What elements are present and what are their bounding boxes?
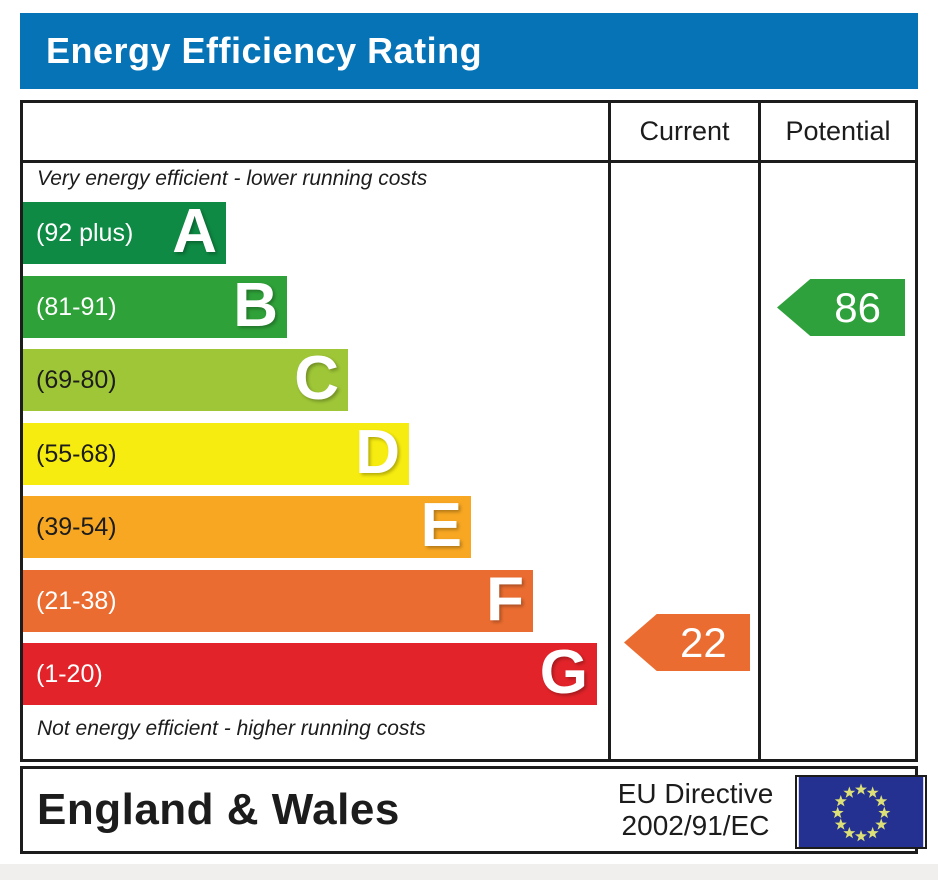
band-g-letter: G [539, 638, 588, 707]
eu-flag-icon [795, 775, 927, 849]
band-e-range: (39-54) [36, 512, 117, 541]
current-column-divider [608, 103, 611, 759]
band-b: (81-91) B [23, 271, 287, 340]
potential-rating-arrow: 86 [777, 279, 905, 336]
band-c-range: (69-80) [36, 365, 117, 394]
potential-column-header: Potential [785, 116, 891, 146]
band-c-letter: C [294, 344, 339, 413]
band-a-letter: A [172, 197, 217, 266]
band-a: (92 plus) A [23, 197, 226, 266]
band-b-range: (81-91) [36, 292, 117, 321]
page-title: Energy Efficiency Rating [46, 30, 483, 71]
eu-directive-line1: EU Directive [617, 778, 774, 809]
band-d-letter: D [355, 418, 400, 487]
current-rating-arrow: 22 [624, 614, 750, 671]
region-label: England & Wales [37, 785, 400, 834]
eu-directive-line2: 2002/91/EC [621, 810, 770, 841]
header-divider [23, 160, 915, 163]
current-column-header: Current [639, 116, 730, 146]
band-f-letter: F [486, 565, 524, 634]
band-e-letter: E [420, 491, 462, 560]
band-g-range: (1-20) [36, 659, 103, 688]
chart-title-bar: Energy Efficiency Rating [20, 13, 918, 89]
band-a-range: (92 plus) [36, 218, 134, 247]
potential-column-divider [758, 103, 761, 759]
footer-bar: England & Wales EU Directive 2002/91/EC [20, 766, 927, 854]
band-d-range: (55-68) [36, 439, 117, 468]
band-e: (39-54) E [23, 491, 471, 560]
page-bottom-strip [0, 864, 938, 880]
current-rating-value: 22 [680, 618, 727, 666]
rating-table: Current Potential Very energy efficient … [20, 100, 918, 762]
band-f-range: (21-38) [36, 586, 117, 615]
band-d: (55-68) D [23, 418, 409, 487]
bottom-note: Not energy efficient - higher running co… [37, 717, 426, 740]
band-g: (1-20) G [23, 638, 597, 707]
band-b-letter: B [233, 271, 278, 340]
top-note: Very energy efficient - lower running co… [37, 167, 428, 190]
potential-rating-value: 86 [834, 283, 881, 331]
band-f: (21-38) F [23, 565, 533, 634]
band-c: (69-80) C [23, 344, 348, 413]
eu-directive-label: EU Directive 2002/91/EC [598, 778, 793, 842]
